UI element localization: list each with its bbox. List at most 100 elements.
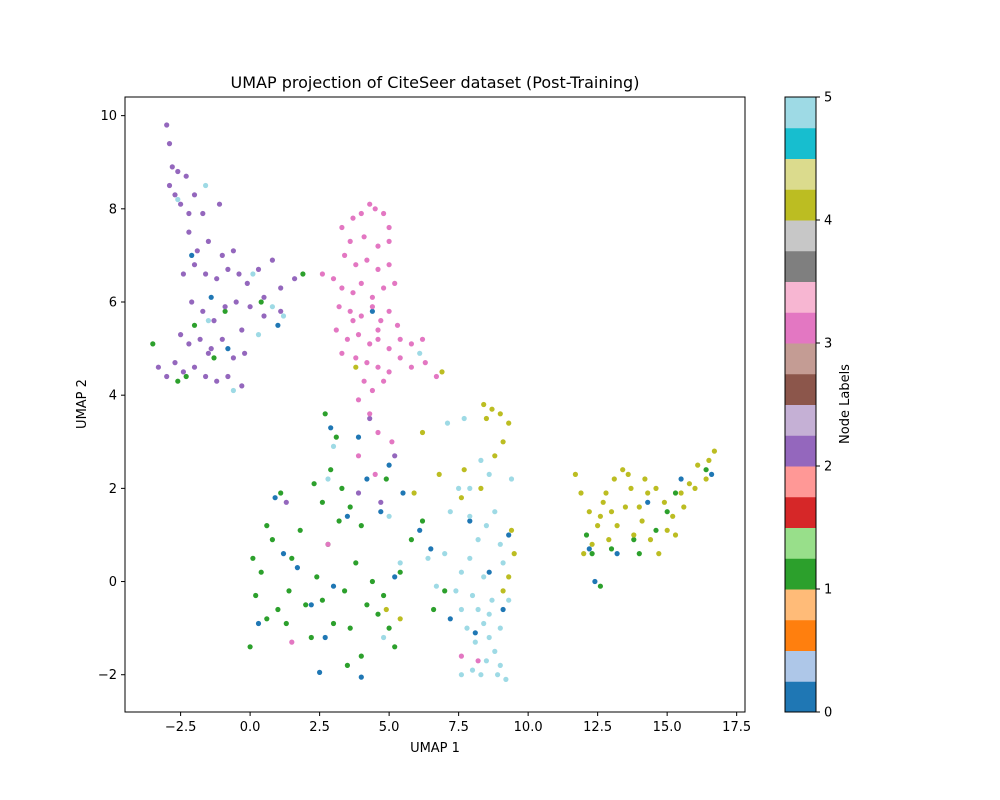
data-point-label-5 xyxy=(489,597,495,603)
data-point-label-3 xyxy=(342,252,348,258)
data-point-label-3 xyxy=(386,238,392,244)
data-point-label-1 xyxy=(308,634,314,641)
data-point-label-0 xyxy=(317,669,323,676)
data-point-label-2 xyxy=(164,373,170,380)
colorbar-swatch xyxy=(785,619,816,651)
data-point-label-4 xyxy=(411,490,417,496)
colorbar-label: Node Labels xyxy=(838,364,853,444)
data-point-label-2 xyxy=(186,210,192,217)
data-point-label-4 xyxy=(436,471,442,477)
data-point-label-3 xyxy=(408,341,414,347)
data-point-label-2 xyxy=(155,364,161,370)
data-point-label-0 xyxy=(386,462,392,468)
data-point-label-2 xyxy=(261,313,267,319)
data-point-label-3 xyxy=(350,290,356,296)
data-point-label-5 xyxy=(481,574,487,580)
data-point-label-4 xyxy=(353,364,359,370)
data-point-label-4 xyxy=(606,537,612,543)
data-point-label-4 xyxy=(642,476,648,482)
data-point-label-0 xyxy=(592,578,598,585)
data-point-label-2 xyxy=(166,182,173,189)
plot-frame xyxy=(124,96,746,713)
data-point-label-2 xyxy=(186,229,192,235)
data-point-label-4 xyxy=(581,551,587,557)
data-point-label-2 xyxy=(283,499,289,505)
data-point-label-4 xyxy=(628,485,634,491)
data-point-label-1 xyxy=(222,308,228,314)
data-point-label-2 xyxy=(166,141,173,147)
data-point-label-2 xyxy=(392,453,398,459)
data-point-label-2 xyxy=(367,415,373,422)
data-point-label-5 xyxy=(503,676,509,683)
data-point-label-1 xyxy=(247,644,253,650)
data-point-label-0 xyxy=(486,569,492,575)
data-point-label-5 xyxy=(467,555,473,561)
data-point-label-5 xyxy=(486,611,492,617)
data-point-label-3 xyxy=(347,238,353,244)
colorbar-swatch xyxy=(785,558,816,590)
data-point-label-1 xyxy=(303,602,309,608)
data-point-label-2 xyxy=(200,308,206,314)
y-axis-label: UMAP 2 xyxy=(75,379,90,429)
data-point-label-5 xyxy=(500,560,506,566)
data-point-label-3 xyxy=(369,304,375,310)
data-point-label-4 xyxy=(653,485,659,491)
colorbar-swatch xyxy=(785,220,816,252)
x-axis-label: UMAP 1 xyxy=(410,741,460,756)
data-point-label-5 xyxy=(444,420,451,426)
data-point-label-1 xyxy=(286,588,292,594)
data-point-label-1 xyxy=(191,322,198,328)
data-point-label-2 xyxy=(169,164,175,170)
x-tick-label: 15.0 xyxy=(653,720,682,735)
data-point-label-3 xyxy=(339,224,345,231)
data-point-label-0 xyxy=(225,346,231,352)
colorbar-tick-label: 2 xyxy=(824,460,832,475)
data-point-label-0 xyxy=(500,606,506,613)
data-point-label-3 xyxy=(458,653,464,659)
data-point-label-4 xyxy=(695,462,701,468)
y-tick-label: 0 xyxy=(109,575,117,590)
data-point-label-4 xyxy=(508,527,515,533)
colorbar-swatch xyxy=(785,158,816,190)
data-point-label-2 xyxy=(230,355,236,361)
x-tick-label: 17.5 xyxy=(722,720,751,735)
data-point-label-4 xyxy=(636,504,642,510)
data-point-label-5 xyxy=(497,662,503,669)
data-point-label-1 xyxy=(397,569,403,575)
data-point-label-5 xyxy=(497,541,503,547)
data-point-label-5 xyxy=(475,537,481,543)
data-point-label-0 xyxy=(369,308,375,314)
data-point-label-0 xyxy=(428,546,434,552)
colorbar-swatch xyxy=(785,281,816,313)
data-point-label-5 xyxy=(250,271,256,277)
data-point-label-1 xyxy=(358,523,364,529)
data-point-label-1 xyxy=(431,606,437,613)
data-point-label-3 xyxy=(358,280,364,286)
data-point-label-3 xyxy=(364,257,370,263)
data-point-label-4 xyxy=(631,532,637,538)
data-point-label-3 xyxy=(375,327,381,333)
data-point-label-3 xyxy=(361,234,367,240)
data-point-label-2 xyxy=(261,294,267,300)
data-point-label-5 xyxy=(255,332,262,338)
data-point-label-2 xyxy=(225,373,231,380)
data-point-label-2 xyxy=(203,271,209,277)
data-point-label-2 xyxy=(191,192,198,198)
data-point-label-2 xyxy=(214,276,220,282)
data-point-label-4 xyxy=(483,415,489,422)
data-point-label-0 xyxy=(280,551,287,557)
colorbar-swatch xyxy=(785,373,816,405)
data-point-label-1 xyxy=(283,620,289,627)
data-point-label-5 xyxy=(381,634,387,641)
data-point-label-2 xyxy=(172,192,178,198)
data-point-label-2 xyxy=(269,257,275,263)
data-point-label-0 xyxy=(272,495,278,501)
data-point-label-5 xyxy=(458,569,464,575)
data-point-label-1 xyxy=(672,490,679,496)
data-point-label-4 xyxy=(703,476,709,482)
data-point-label-4 xyxy=(492,453,498,459)
colorbar-swatch xyxy=(785,189,816,221)
colorbar-swatch xyxy=(785,496,816,528)
data-point-label-1 xyxy=(583,532,590,538)
data-point-label-5 xyxy=(464,625,470,631)
